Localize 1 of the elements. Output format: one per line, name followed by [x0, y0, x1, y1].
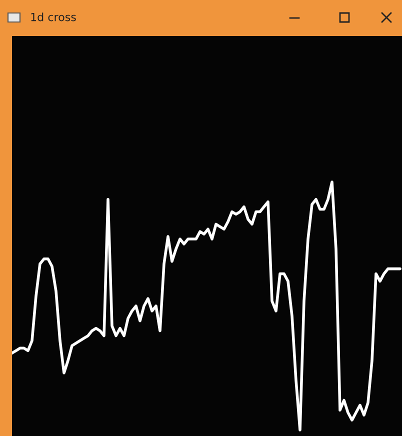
chart-title: 1d cross	[31, 12, 76, 22]
